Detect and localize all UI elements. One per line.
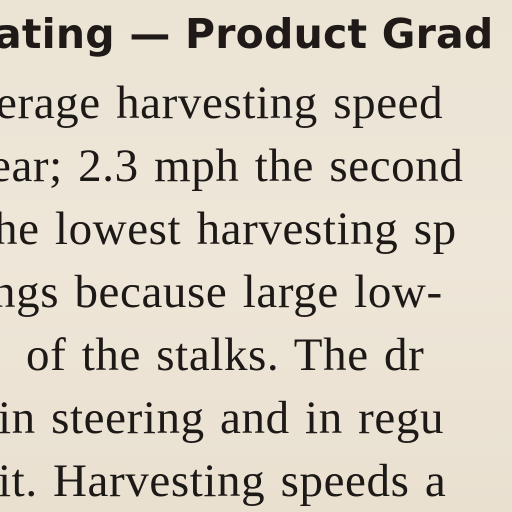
text-line: he lowest harvesting sp <box>0 203 457 255</box>
text-line: erage harvesting speed <box>0 77 444 129</box>
text-line: in steering and in regu <box>0 392 445 444</box>
text-line: of the stalks. The dr <box>26 329 425 381</box>
section-heading: ating — Product Grad <box>0 10 494 58</box>
text-line: ear; 2.3 mph the second <box>0 140 464 192</box>
text-line: it. Harvesting speeds a <box>0 455 447 507</box>
text-line: ngs because large low- <box>0 266 443 318</box>
